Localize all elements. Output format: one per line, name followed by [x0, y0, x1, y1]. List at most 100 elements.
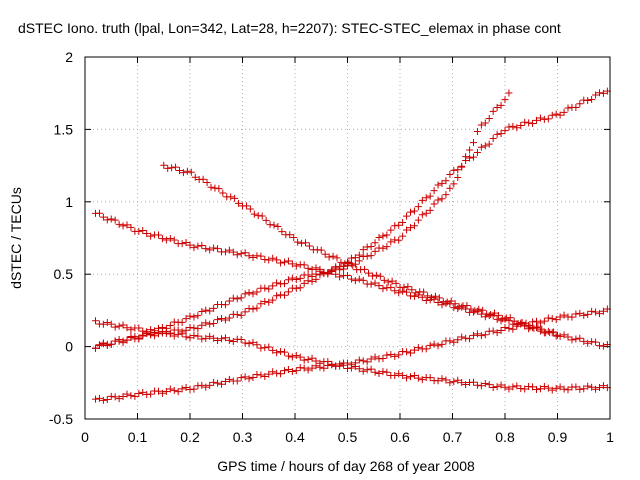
- data-point: [182, 333, 190, 341]
- y-axis-label: dSTEC / TECUs: [8, 187, 24, 289]
- data-point: [198, 335, 206, 343]
- data-point: [218, 380, 225, 388]
- data-point: [281, 258, 288, 266]
- data-point: [206, 332, 214, 340]
- data-point: [253, 370, 261, 378]
- data-point: [379, 285, 387, 293]
- data-point: [162, 236, 170, 244]
- data-point: [560, 108, 568, 116]
- data-point: [225, 246, 233, 254]
- data-point: [540, 317, 548, 325]
- data-point: [395, 221, 403, 229]
- data-point: [351, 277, 359, 285]
- data-point: [273, 292, 281, 300]
- data-point: [442, 191, 450, 199]
- data-point: [430, 187, 438, 195]
- data-point: [351, 359, 359, 367]
- data-point: [438, 179, 446, 187]
- data-point: [403, 348, 411, 356]
- data-point: [277, 259, 285, 267]
- data-point: [391, 371, 399, 379]
- data-point: [296, 274, 304, 282]
- data-point: [407, 373, 414, 381]
- data-point: [123, 221, 131, 229]
- data-point: [454, 166, 462, 174]
- data-point: [198, 321, 206, 329]
- data-point: [568, 313, 576, 321]
- data-point: [361, 265, 369, 273]
- data-point: [265, 343, 273, 351]
- data-point: [274, 223, 282, 231]
- data-point: [466, 146, 474, 154]
- data-point: [414, 203, 422, 211]
- data-point: [584, 310, 592, 318]
- data-point: [363, 358, 371, 366]
- data-point: [294, 238, 302, 246]
- data-point: [206, 381, 214, 389]
- data-point: [599, 89, 607, 97]
- data-point: [233, 251, 241, 259]
- data-point: [210, 244, 218, 252]
- data-point: [371, 353, 379, 361]
- data-point: [431, 292, 439, 300]
- data-point: [151, 328, 159, 336]
- data-point: [466, 335, 474, 343]
- data-point: [446, 171, 454, 179]
- data-point: [304, 356, 312, 364]
- data-point: [470, 331, 477, 339]
- data-point: [430, 200, 438, 208]
- data-point: [481, 331, 489, 339]
- data-point: [379, 232, 387, 240]
- data-point: [139, 388, 147, 396]
- data-point: [92, 344, 99, 352]
- data-point: [477, 382, 485, 390]
- data-point: [286, 231, 294, 239]
- data-point: [210, 378, 218, 386]
- data-point: [451, 300, 459, 308]
- data-point: [158, 389, 166, 397]
- data-point: [494, 311, 502, 319]
- y-tick-label: 0: [65, 339, 73, 355]
- data-point: [221, 248, 229, 256]
- data-point: [371, 239, 379, 247]
- data-point: [407, 349, 414, 357]
- data-point: [580, 311, 588, 319]
- data-point: [308, 272, 316, 280]
- data-point: [426, 206, 434, 214]
- data-point: [269, 254, 277, 262]
- y-tick-label: 1.5: [54, 121, 74, 137]
- data-point: [229, 248, 237, 256]
- data-point: [182, 383, 190, 391]
- data-point: [552, 384, 560, 392]
- data-point: [103, 216, 111, 224]
- data-point: [485, 381, 493, 389]
- data-point: [497, 326, 505, 334]
- data-point: [249, 254, 257, 262]
- data-point: [270, 221, 278, 229]
- data-point: [265, 370, 273, 378]
- data-point: [139, 226, 147, 234]
- data-point: [127, 334, 135, 342]
- data-point: [473, 381, 481, 389]
- data-point: [525, 119, 533, 127]
- data-point: [215, 185, 223, 193]
- data-point: [186, 334, 194, 342]
- data-point: [434, 181, 442, 189]
- data-point: [580, 337, 588, 345]
- data-point: [135, 227, 143, 235]
- data-point: [379, 355, 387, 363]
- data-point: [170, 386, 178, 394]
- data-point: [273, 349, 281, 357]
- data-point: [202, 383, 210, 391]
- data-point: [584, 382, 592, 390]
- data-point: [363, 366, 371, 374]
- data-point: [489, 135, 497, 143]
- data-point: [414, 344, 422, 352]
- data-point: [599, 382, 607, 390]
- data-point: [225, 297, 233, 305]
- data-point: [471, 307, 479, 315]
- data-point: [387, 283, 395, 291]
- data-point: [174, 388, 182, 396]
- data-point: [107, 320, 115, 328]
- data-point: [166, 329, 174, 337]
